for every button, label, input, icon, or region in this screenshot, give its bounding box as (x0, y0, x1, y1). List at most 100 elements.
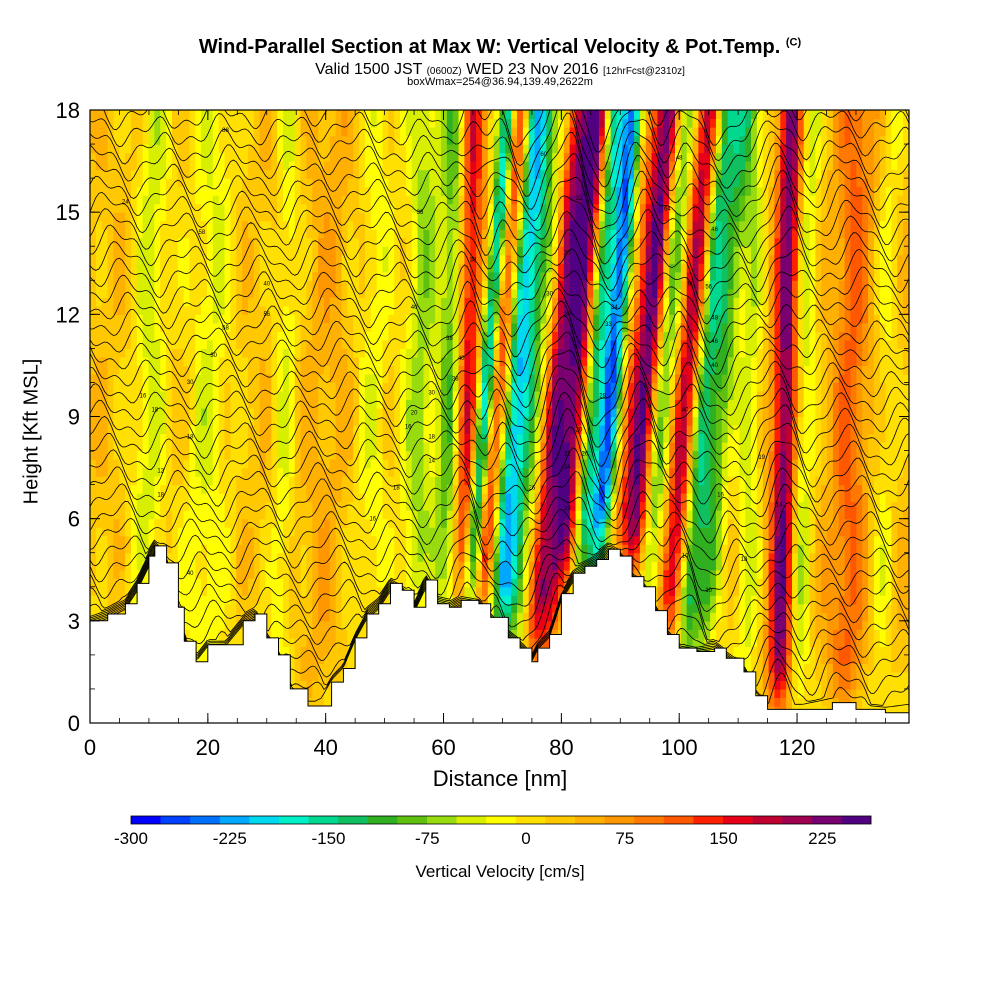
field-cell (370, 518, 378, 528)
field-cell (288, 110, 296, 120)
field-cell (113, 178, 120, 188)
field-cell (195, 578, 202, 588)
field-cell (417, 254, 425, 264)
field-cell (142, 544, 150, 554)
field-cell (119, 390, 126, 401)
field-cell (388, 322, 395, 332)
field-cell (236, 348, 243, 358)
field-cell (300, 271, 308, 281)
field-cell (441, 263, 448, 273)
field-cell (177, 254, 185, 264)
field-cell (247, 518, 255, 528)
field-cell (294, 144, 302, 154)
chart-title: Wind-Parallel Section at Max W: Vertical… (0, 36, 1000, 59)
field-cell (259, 229, 267, 239)
field-cell (148, 390, 155, 401)
field-cell (271, 212, 278, 222)
field-cell (218, 416, 226, 426)
field-cell (429, 305, 436, 315)
field-cell (388, 220, 395, 230)
field-cell (400, 271, 407, 281)
field-cell (283, 603, 290, 613)
field-cell (212, 416, 220, 426)
field-cell (435, 407, 442, 418)
field-cell (277, 450, 284, 460)
field-cell (411, 407, 419, 418)
field-cell (271, 620, 278, 630)
field-cell (242, 314, 249, 324)
field-cell (300, 288, 308, 298)
field-cell (318, 407, 325, 418)
field-cell (160, 518, 167, 528)
field-cell (312, 510, 319, 520)
field-cell (177, 246, 185, 256)
field-cell (294, 348, 302, 358)
field-cell (353, 527, 360, 537)
field-cell (487, 254, 495, 264)
field-cell (464, 407, 471, 418)
field-cell (423, 331, 430, 341)
field-cell (130, 220, 138, 230)
field-cell (183, 535, 191, 545)
field-cell (177, 237, 185, 247)
field-cell (212, 144, 220, 154)
field-cell (259, 527, 267, 537)
field-cell (189, 535, 196, 545)
field-cell (247, 476, 255, 486)
field-cell (288, 510, 296, 520)
field-cell (476, 161, 483, 171)
field-cell (388, 297, 395, 307)
field-cell (265, 552, 272, 562)
field-cell (230, 527, 237, 537)
field-cell (382, 484, 389, 494)
field-cell (405, 195, 413, 205)
field-cell (487, 433, 495, 443)
field-cell (376, 297, 384, 307)
field-cell (417, 246, 425, 256)
field-cell (265, 407, 272, 418)
field-cell (277, 501, 284, 511)
field-cell (364, 518, 372, 528)
field-cell (400, 127, 407, 137)
field-cell (364, 433, 372, 443)
field-cell (435, 493, 442, 503)
field-cell (236, 152, 243, 162)
field-cell (95, 254, 103, 264)
field-cell (283, 629, 290, 639)
field-cell (101, 586, 109, 596)
field-cell (212, 450, 220, 460)
field-cell (481, 339, 489, 349)
field-cell (236, 135, 243, 145)
field-cell (335, 459, 343, 469)
field-cell (364, 195, 372, 205)
field-cell (136, 459, 144, 469)
field-cell (230, 348, 237, 358)
field-cell (335, 646, 343, 656)
field-cell (376, 407, 384, 418)
field-cell (236, 637, 243, 647)
field-cell (189, 629, 196, 639)
field-cell (487, 518, 495, 528)
field-cell (95, 127, 103, 137)
field-cell (294, 356, 302, 367)
field-cell (481, 561, 489, 571)
field-cell (370, 425, 378, 435)
field-cell (154, 178, 161, 188)
field-cell (394, 314, 401, 324)
field-cell (166, 195, 173, 205)
field-cell (107, 203, 114, 213)
field-cell (423, 203, 430, 213)
field-cell (417, 280, 425, 290)
field-cell (195, 433, 202, 443)
field-cell (376, 186, 384, 196)
field-cell (201, 552, 208, 562)
field-cell (142, 144, 150, 154)
field-cell (464, 118, 471, 128)
field-cell (224, 195, 231, 205)
field-cell (329, 501, 337, 511)
field-cell (405, 322, 413, 332)
field-cell (130, 297, 138, 307)
field-cell (382, 535, 389, 545)
field-cell (107, 459, 114, 469)
field-cell (312, 493, 319, 503)
